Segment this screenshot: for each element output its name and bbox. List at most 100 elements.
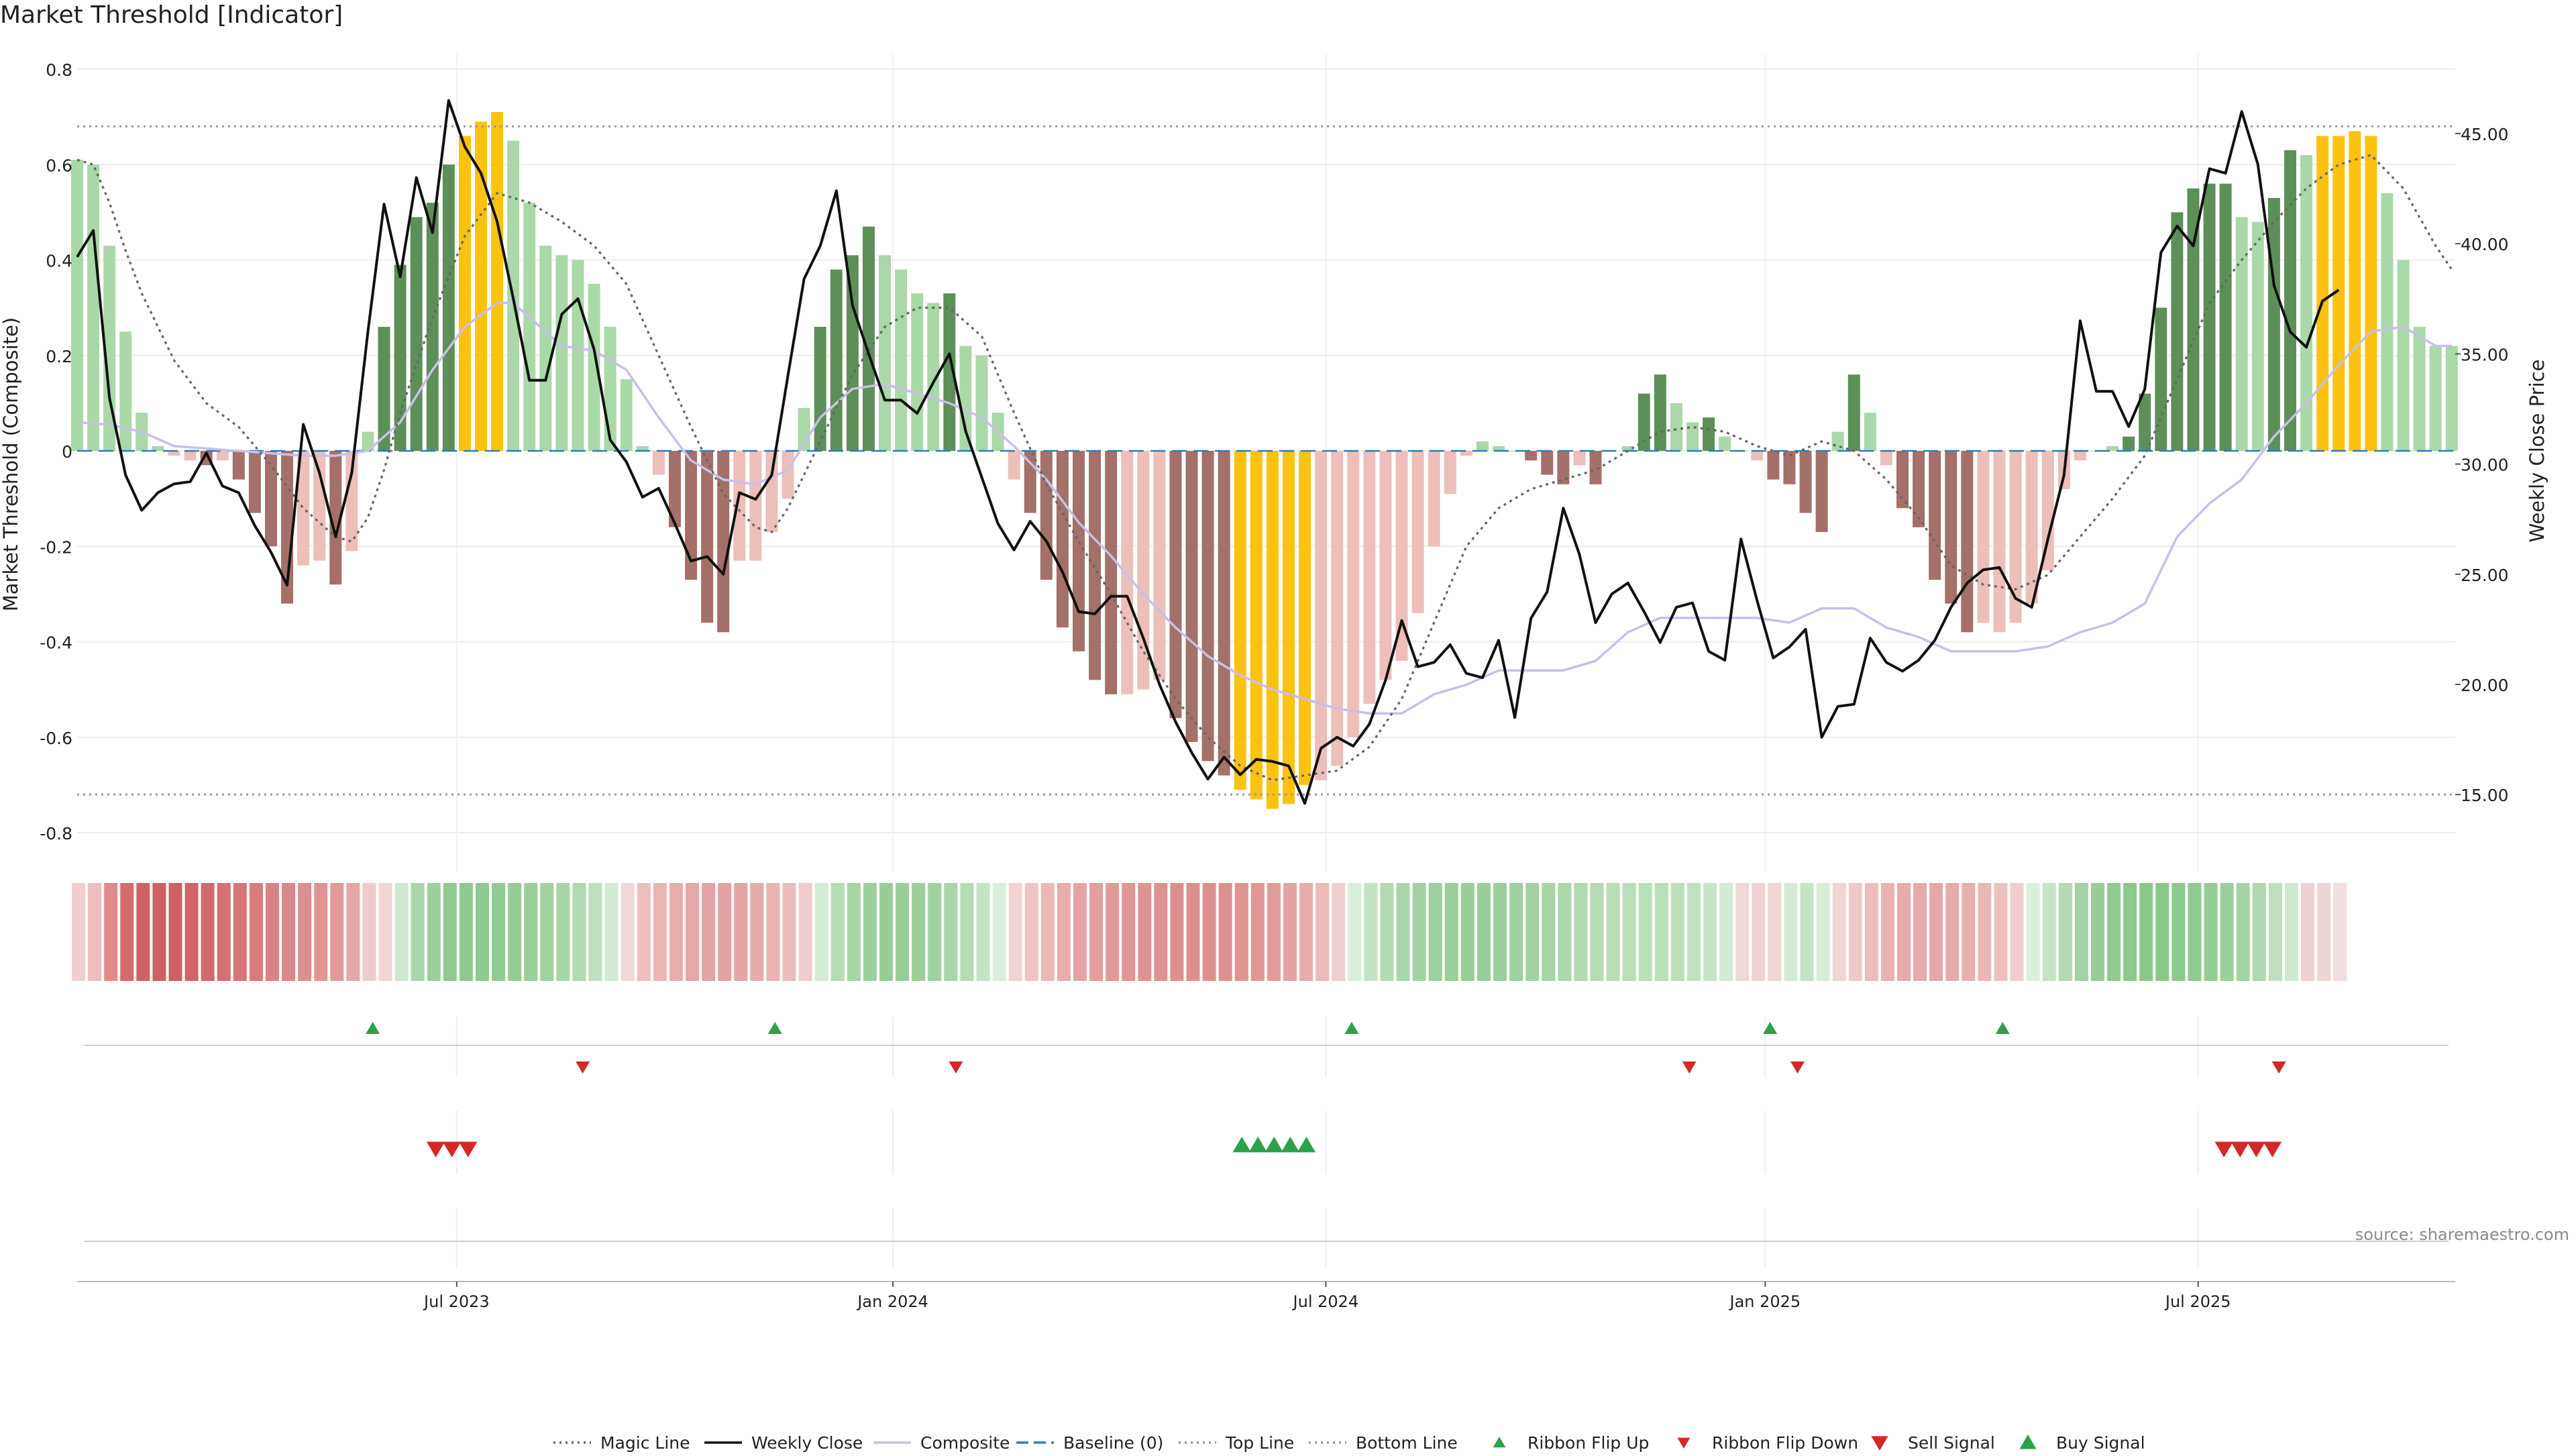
ribbon-cell: [1574, 883, 1588, 981]
ribbon-strip: [72, 883, 2347, 981]
ribbon-cell: [378, 883, 392, 981]
legend-label: Weekly Close: [751, 1433, 863, 1453]
y-tick-label: 0.4: [46, 252, 72, 271]
ribbon-cell: [1412, 883, 1426, 981]
composite-bar: [1654, 374, 1666, 451]
y2-axis-title: Weekly Close Price: [2526, 360, 2548, 543]
ribbon-cell: [960, 883, 974, 981]
legend-item: Composite: [872, 1429, 1010, 1456]
ribbon-cell: [2107, 883, 2121, 981]
sell-signal-marker: [2214, 1141, 2233, 1157]
ribbon-cell: [394, 883, 409, 981]
composite-bar: [2332, 136, 2345, 451]
ribbon-cell: [992, 883, 1006, 981]
legend-swatch: [2019, 1435, 2037, 1449]
sell-signal-marker: [459, 1141, 478, 1157]
ribbon-cell: [2139, 883, 2153, 981]
legend-item: Bottom Line: [1307, 1429, 1458, 1456]
legend-swatch: [1677, 1437, 1690, 1449]
composite-bar: [1008, 451, 1020, 480]
ribbon-cell: [2236, 883, 2250, 981]
ribbon-cell: [1234, 883, 1248, 981]
ribbon-cell: [1509, 883, 1523, 981]
y2-tick-label: 40.00: [2461, 235, 2509, 254]
ribbon-cell: [459, 883, 473, 981]
reference-lines: [77, 125, 2455, 796]
ribbon-cell: [1864, 883, 1878, 981]
ribbon-cell: [1202, 883, 1216, 981]
ribbon-cell: [1768, 883, 1782, 981]
composite-bar: [943, 293, 956, 451]
composite-bar: [1056, 451, 1069, 628]
composite-bar: [555, 255, 568, 451]
y-axis-title: Market Threshold (Composite): [0, 317, 22, 611]
composite-bar: [1234, 451, 1246, 790]
composite-bar: [1299, 451, 1311, 785]
composite-bar: [636, 446, 649, 451]
composite-bar: [2041, 451, 2054, 570]
composite-bar: [895, 269, 908, 451]
composite-bar: [1089, 451, 1102, 680]
ribbon-cell: [104, 883, 118, 981]
composite-bar: [1283, 451, 1295, 804]
ribbon-cell: [1558, 883, 1572, 981]
ribbon-cell: [766, 883, 780, 981]
composite-bar: [1121, 451, 1134, 694]
ribbon-cell: [1493, 883, 1507, 981]
composite-bar: [1428, 451, 1440, 547]
composite-bar: [1331, 451, 1344, 766]
composite-bar: [879, 255, 891, 451]
ribbon-cell: [2284, 883, 2298, 981]
legend: Magic Line Weekly Close Composite Baseline …: [0, 1429, 2576, 1456]
legend-item: Ribbon Flip Down: [1664, 1429, 1858, 1456]
composite-bar: [2219, 183, 2232, 451]
composite-bar: [1913, 451, 1925, 527]
composite-bar: [2123, 436, 2135, 451]
composite-bar: [442, 164, 455, 451]
composite-bar: [378, 327, 390, 451]
composite-bar: [1315, 451, 1328, 780]
composite-bar: [313, 451, 326, 561]
composite-bar: [491, 112, 504, 451]
composite-bar: [345, 451, 358, 552]
buy-signal-marker: [1281, 1137, 1300, 1153]
ribbon-cell: [798, 883, 812, 981]
ribbon-cell: [2301, 883, 2315, 981]
ribbon-cell: [2171, 883, 2186, 981]
ribbon-cell: [1735, 883, 1750, 981]
legend-swatch: [1016, 1441, 1054, 1444]
composite-bar: [2413, 327, 2426, 451]
composite-bar: [701, 451, 714, 623]
composite-bar: [1945, 451, 1957, 604]
legend-swatch: [873, 1441, 911, 1444]
legend-label: Top Line: [1226, 1433, 1295, 1453]
ribbon-cell: [2204, 883, 2218, 981]
composite-bar: [103, 246, 116, 451]
composite-bar: [168, 451, 180, 456]
composite-bar: [216, 451, 229, 461]
composite-bar: [458, 136, 471, 451]
composite-bar: [2187, 188, 2200, 451]
composite-bar: [119, 331, 132, 451]
ribbon-cell: [814, 883, 828, 981]
ribbon-cell: [928, 883, 942, 981]
ribbon-cell: [976, 883, 990, 981]
composite-bar: [2397, 260, 2410, 451]
composite-bar: [1250, 451, 1263, 800]
composite-bar: [523, 203, 536, 451]
composite-bar: [1799, 451, 1812, 513]
ribbon-cell: [443, 883, 457, 981]
composite-bar: [1961, 451, 1974, 633]
ribbon-cell: [1316, 883, 1330, 981]
ribbon-cell: [1525, 883, 1540, 981]
ribbon-cell: [718, 883, 732, 981]
ribbon-cell: [2042, 883, 2056, 981]
ribbon-cell: [201, 883, 215, 981]
ribbon-cell: [1154, 883, 1168, 981]
ribbon-cell: [1396, 883, 1410, 981]
composite-bar: [620, 379, 633, 451]
ribbon-cell: [265, 883, 279, 981]
ribbon-cell: [217, 883, 231, 981]
ribbon-cell: [944, 883, 958, 981]
